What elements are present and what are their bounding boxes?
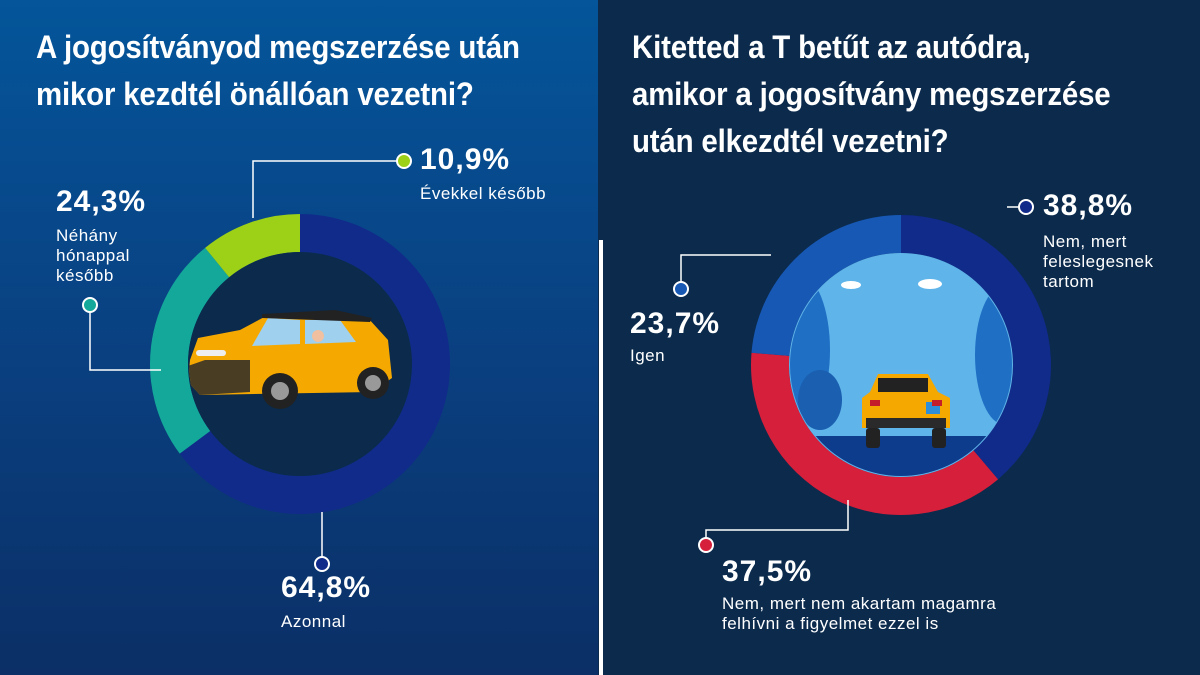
label-feleslegesnek: Nem, mert feleslegesnek tartom bbox=[1043, 232, 1154, 291]
label-figyelmet: Nem, mert nem akartam magamra felhívni a… bbox=[722, 594, 997, 633]
right-title-line-3: után elkezdtél vezetni? bbox=[632, 123, 949, 159]
marker-figyelmet bbox=[698, 537, 714, 553]
label-igen: Igen bbox=[630, 346, 666, 365]
left-title: A jogosítványod megszerzése után mikor k… bbox=[36, 24, 520, 118]
pct-azonnal: 64,8% bbox=[281, 571, 372, 604]
left-title-line-1: A jogosítványod megszerzése után bbox=[36, 29, 520, 65]
label-evekkel: Évekkel később bbox=[420, 184, 547, 203]
left-donut-slice-2 bbox=[150, 247, 230, 454]
label-nehany-honappal: Néhány hónappal később bbox=[56, 226, 130, 285]
right-donut-slice-2 bbox=[751, 352, 999, 516]
label-azonnal: Azonnal bbox=[281, 612, 346, 631]
right-donut-slice-1 bbox=[901, 215, 1051, 480]
marker-azonnal bbox=[314, 556, 330, 572]
donut-chart-right bbox=[751, 215, 1051, 516]
connector-figyelmet bbox=[705, 500, 849, 545]
pct-igen: 23,7% bbox=[630, 307, 721, 340]
marker-feleslegesnek bbox=[1018, 199, 1034, 215]
right-donut-slice-3 bbox=[751, 215, 901, 356]
right-title: Kitetted a T betűt az autódra, amikor a … bbox=[632, 24, 1111, 165]
road-scene-illustration bbox=[790, 254, 1012, 476]
left-title-line-2: mikor kezdtél önállóan vezetni? bbox=[36, 76, 474, 112]
marker-nehany-honappal bbox=[82, 297, 98, 313]
right-title-line-2: amikor a jogosítvány megszerzése bbox=[632, 76, 1111, 112]
donut-chart-left bbox=[150, 214, 450, 514]
pct-evekkel: 10,9% bbox=[420, 143, 511, 176]
pct-feleslegesnek: 38,8% bbox=[1043, 189, 1134, 222]
car-side-illustration bbox=[189, 310, 392, 409]
left-donut-slice-3 bbox=[205, 214, 300, 278]
connector-nehany-honappal bbox=[89, 305, 161, 371]
marker-evekkel bbox=[396, 153, 412, 169]
marker-igen bbox=[673, 281, 689, 297]
connector-igen bbox=[680, 254, 771, 289]
right-title-line-1: Kitetted a T betűt az autódra, bbox=[632, 29, 1031, 65]
panel-divider-line bbox=[599, 240, 603, 675]
connector-evekkel bbox=[252, 160, 404, 218]
pct-nehany-honappal: 24,3% bbox=[56, 185, 147, 218]
pct-figyelmet: 37,5% bbox=[722, 555, 813, 588]
